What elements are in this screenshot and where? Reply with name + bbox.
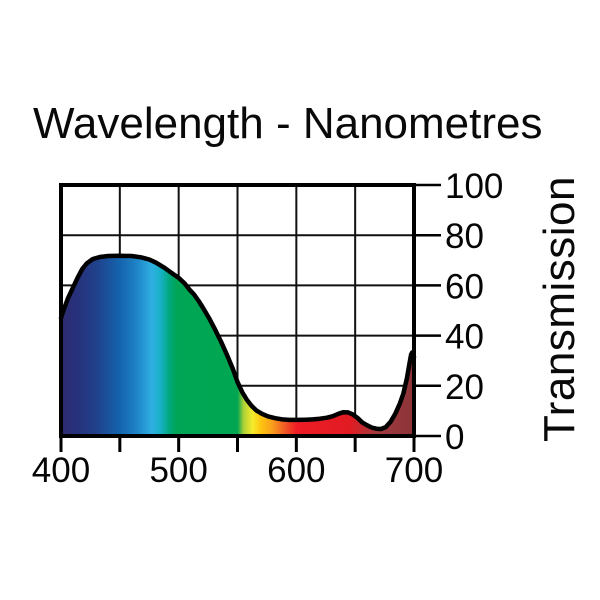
x-tick-label: 400 (32, 451, 90, 490)
chart-title: Wavelength - Nanometres (33, 99, 543, 148)
y-tick-label: 20 (445, 368, 484, 407)
y-axis-title: Transmission (535, 176, 584, 442)
spectrum-area-fill (61, 255, 414, 436)
x-axis-tick-labels: 400 500 600 700 (32, 451, 443, 490)
y-axis-tick-labels: 0 20 40 60 80 100 (445, 167, 503, 457)
x-tick-label: 500 (149, 451, 207, 490)
x-tick-label: 600 (267, 451, 325, 490)
y-tick-label: 100 (445, 167, 503, 206)
x-axis-ticks (59, 436, 416, 452)
x-tick-label: 700 (385, 451, 443, 490)
y-axis-ticks (414, 183, 441, 438)
y-tick-label: 0 (445, 418, 464, 457)
transmission-curve (58, 253, 417, 432)
y-tick-label: 80 (445, 217, 484, 256)
y-tick-label: 40 (445, 318, 484, 357)
y-tick-label: 60 (445, 267, 484, 306)
